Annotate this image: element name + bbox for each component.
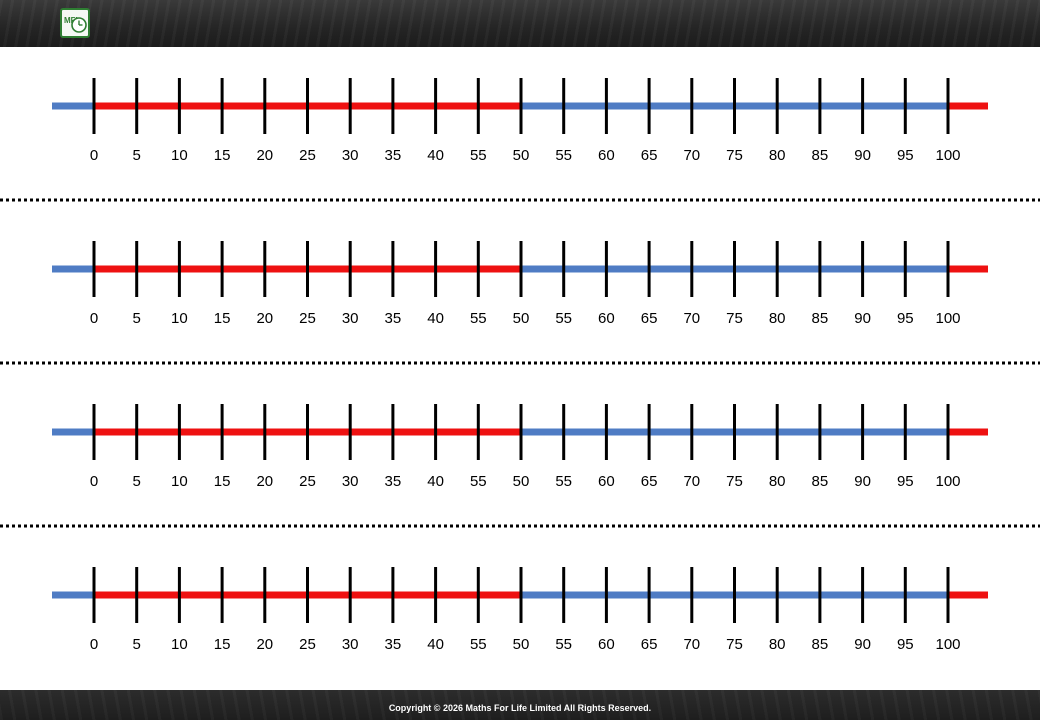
tick-label: 65 bbox=[641, 310, 658, 327]
tick-label: 5 bbox=[133, 473, 141, 490]
number-line: 0 5 10 15 20 25 30 35 40 55 50 55 60 65 70 75 80 85 90 95 10… bbox=[52, 78, 988, 164]
tick-label: 0 bbox=[90, 473, 98, 490]
tick-label: 20 bbox=[256, 473, 273, 490]
number-line: 0 5 10 15 20 25 30 35 40 55 50 55 60 65 70 75 80 85 90 95 10… bbox=[52, 567, 988, 653]
tick-label: 55 bbox=[555, 473, 572, 490]
tick-label: 40 bbox=[427, 147, 444, 164]
tick-label: 85 bbox=[812, 473, 829, 490]
tick-label: 55 bbox=[470, 473, 487, 490]
tick-label: 75 bbox=[726, 636, 743, 653]
tick-label: 20 bbox=[256, 310, 273, 327]
tick-label: 20 bbox=[256, 147, 273, 164]
tick-label: 50 bbox=[513, 636, 530, 653]
tick-label: 70 bbox=[683, 310, 700, 327]
tick-label: 90 bbox=[854, 147, 871, 164]
tick-label: 10 bbox=[171, 147, 188, 164]
tick-label: 75 bbox=[726, 473, 743, 490]
tick-label: 50 bbox=[513, 310, 530, 327]
tick-label: 15 bbox=[214, 147, 231, 164]
tick-label: 30 bbox=[342, 473, 359, 490]
tick-label: 95 bbox=[897, 473, 914, 490]
number-line: 0 5 10 15 20 25 30 35 40 55 50 55 60 65 70 75 80 85 90 95 10… bbox=[52, 241, 988, 327]
tick-label: 10 bbox=[171, 636, 188, 653]
tick-label: 55 bbox=[470, 310, 487, 327]
tick-label: 15 bbox=[214, 636, 231, 653]
tick-label: 90 bbox=[854, 473, 871, 490]
tick-label: 95 bbox=[897, 636, 914, 653]
tick-label: 55 bbox=[470, 636, 487, 653]
tick-label: 80 bbox=[769, 147, 786, 164]
logo-text: MFL bbox=[64, 16, 81, 25]
tick-label: 25 bbox=[299, 473, 316, 490]
tick-label: 10 bbox=[171, 473, 188, 490]
tick-label: 25 bbox=[299, 147, 316, 164]
copyright-text: Copyright © 2026 Maths For Life Limited … bbox=[388, 703, 652, 713]
tick-label: 10 bbox=[171, 310, 188, 327]
tick-label: 70 bbox=[683, 636, 700, 653]
tick-label: 80 bbox=[769, 473, 786, 490]
tick-label: 75 bbox=[726, 310, 743, 327]
tick-label: 50 bbox=[513, 473, 530, 490]
tick-label: 90 bbox=[854, 636, 871, 653]
tick-label: 85 bbox=[812, 310, 829, 327]
tick-label: 55 bbox=[470, 147, 487, 164]
tick-label: 30 bbox=[342, 147, 359, 164]
tick-label: 35 bbox=[385, 310, 402, 327]
tick-label: 15 bbox=[214, 310, 231, 327]
mfl-logo: MFL bbox=[60, 8, 90, 38]
tick-label: 70 bbox=[683, 473, 700, 490]
tick-label: 30 bbox=[342, 636, 359, 653]
tick-label: 55 bbox=[555, 147, 572, 164]
tick-label: 35 bbox=[385, 473, 402, 490]
tick-label: 60 bbox=[598, 147, 615, 164]
tick-label: 90 bbox=[854, 310, 871, 327]
tick-label: 65 bbox=[641, 473, 658, 490]
tick-label: 65 bbox=[641, 147, 658, 164]
tick-label: 20 bbox=[256, 636, 273, 653]
tick-label: 70 bbox=[683, 147, 700, 164]
tick-label: 65 bbox=[641, 636, 658, 653]
number-line: 0 5 10 15 20 25 30 35 40 55 50 55 60 65 70 75 80 85 90 95 10… bbox=[52, 404, 988, 490]
tick-label: 55 bbox=[555, 310, 572, 327]
tick-label: 0 bbox=[90, 310, 98, 327]
tick-label: 85 bbox=[812, 636, 829, 653]
tick-label: 85 bbox=[812, 147, 829, 164]
tick-label: 95 bbox=[897, 310, 914, 327]
tick-label: 100 bbox=[935, 636, 960, 653]
tick-label: 0 bbox=[90, 147, 98, 164]
tick-label: 40 bbox=[427, 310, 444, 327]
tick-label: 80 bbox=[769, 636, 786, 653]
tick-label: 80 bbox=[769, 310, 786, 327]
tick-label: 25 bbox=[299, 310, 316, 327]
clock-icon bbox=[71, 17, 87, 33]
tick-label: 35 bbox=[385, 636, 402, 653]
tick-label: 5 bbox=[133, 147, 141, 164]
tick-label: 35 bbox=[385, 147, 402, 164]
tick-label: 60 bbox=[598, 310, 615, 327]
header-bar bbox=[0, 0, 1040, 47]
tick-label: 15 bbox=[214, 473, 231, 490]
tick-label: 55 bbox=[555, 636, 572, 653]
tick-label: 5 bbox=[133, 636, 141, 653]
tick-label: 40 bbox=[427, 636, 444, 653]
tick-label: 40 bbox=[427, 473, 444, 490]
tick-label: 25 bbox=[299, 636, 316, 653]
tick-label: 75 bbox=[726, 147, 743, 164]
tick-label: 60 bbox=[598, 636, 615, 653]
tick-label: 100 bbox=[935, 147, 960, 164]
tick-label: 100 bbox=[935, 473, 960, 490]
tick-label: 5 bbox=[133, 310, 141, 327]
tick-label: 30 bbox=[342, 310, 359, 327]
tick-label: 95 bbox=[897, 147, 914, 164]
tick-label: 100 bbox=[935, 310, 960, 327]
tick-label: 50 bbox=[513, 147, 530, 164]
tick-label: 0 bbox=[90, 636, 98, 653]
footer-bar bbox=[0, 690, 1040, 720]
tick-label: 60 bbox=[598, 473, 615, 490]
